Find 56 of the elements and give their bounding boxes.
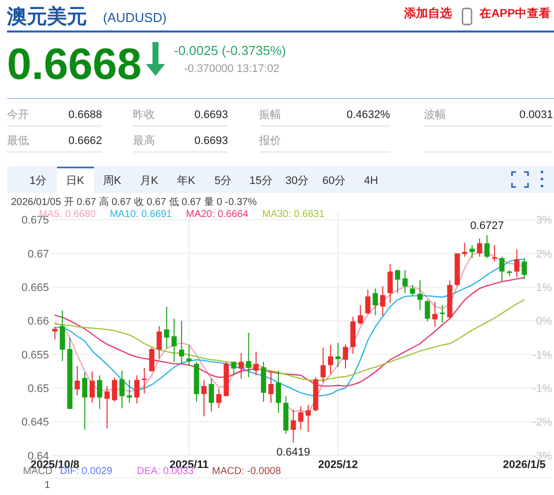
text: -2% bbox=[532, 416, 552, 429]
text: 最高 bbox=[133, 134, 155, 147]
text: 周K bbox=[102, 175, 122, 187]
text: 年K bbox=[176, 175, 196, 187]
text: 0.6668 bbox=[7, 40, 142, 89]
text: MACD: -0.0008 bbox=[212, 466, 282, 477]
text: MA30: 0.6631 bbox=[262, 209, 325, 220]
line-series bbox=[54, 299, 525, 382]
text: 在APP中查看 bbox=[478, 6, 551, 20]
text: 月K bbox=[140, 175, 159, 187]
text: 5分 bbox=[214, 175, 232, 187]
text: 振幅 bbox=[259, 109, 281, 121]
text: 0.4632% bbox=[346, 109, 390, 121]
text: 1% bbox=[536, 282, 552, 294]
text: -0.0025 (-0.3735%) bbox=[174, 43, 286, 58]
chart-title: 澳元美元 bbox=[6, 5, 87, 28]
text: MA10: 0.6691 bbox=[110, 209, 172, 220]
text: 4H bbox=[364, 175, 378, 187]
text: 1 bbox=[44, 480, 50, 491]
y-tick-label: 0.67 bbox=[28, 248, 49, 260]
text: -0.370000 13:17:02 bbox=[184, 63, 280, 75]
text: 0.6693 bbox=[194, 135, 228, 147]
text: -1% bbox=[532, 349, 552, 362]
annotation: 0.6419 bbox=[276, 446, 310, 459]
x-tick-label: 2025/12 bbox=[318, 459, 358, 471]
line-series bbox=[54, 277, 525, 387]
chart-subtitle: (AUDUSD) bbox=[103, 10, 167, 25]
text: 2% bbox=[536, 248, 552, 260]
text: -1% bbox=[532, 383, 552, 396]
text: 3% bbox=[536, 214, 552, 227]
text: 波幅 bbox=[424, 108, 446, 121]
text: 最低 bbox=[7, 135, 29, 147]
text: 0.6693 bbox=[194, 109, 228, 121]
y-tick-label: 0.665 bbox=[21, 282, 49, 294]
text: 60分 bbox=[322, 175, 346, 187]
text: 昨收 bbox=[133, 109, 155, 121]
text: 0.6688 bbox=[68, 109, 102, 121]
text: 今开 bbox=[7, 109, 29, 121]
y-tick-label: 0.675 bbox=[21, 214, 49, 227]
text: 报价 bbox=[258, 135, 281, 147]
text: 15分 bbox=[249, 175, 273, 187]
y-tick-label: 0.655 bbox=[21, 349, 49, 362]
y-tick-label: 0.645 bbox=[21, 416, 49, 429]
text: 1分 bbox=[29, 175, 47, 187]
text: 30分 bbox=[285, 175, 309, 187]
text: MA20: 0.6664 bbox=[186, 209, 249, 220]
text: 0.6662 bbox=[68, 135, 102, 147]
annotation: 0.6727 bbox=[470, 220, 504, 232]
text: 日K bbox=[66, 175, 85, 187]
y-tick-label: 0.66 bbox=[28, 316, 49, 328]
x-tick-label: 2026/1/5 bbox=[502, 459, 546, 471]
text: 0% bbox=[536, 316, 552, 328]
y-tick-label: 0.65 bbox=[28, 383, 49, 396]
text: 2026/01/05 开 0.67 高 0.67 收 0.67 低 0.67 量 0 -0.37% bbox=[11, 196, 257, 208]
text: 添加自选 bbox=[403, 6, 452, 20]
text: 0.0031 bbox=[519, 109, 553, 121]
